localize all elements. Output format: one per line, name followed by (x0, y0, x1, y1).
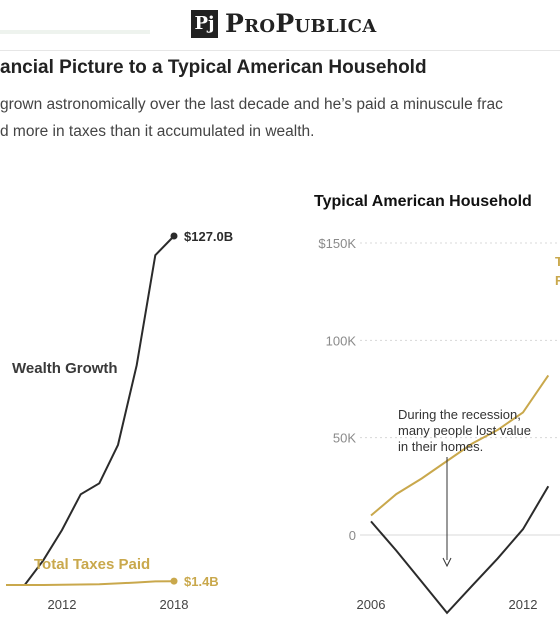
dek-line-1: grown astronomically over the last decad… (0, 96, 503, 113)
total-taxes-line (6, 580, 175, 586)
wealth-end-point (170, 232, 178, 240)
panel-title: Typical American Household (314, 193, 532, 210)
x-tick-label: 2012 (48, 597, 77, 612)
household-wealth-line (370, 485, 550, 615)
logo-mark-icon: Pj (191, 9, 218, 38)
wealth-growth-line (6, 235, 175, 586)
household-taxes-line (370, 374, 550, 517)
recession-annotation-line: in their homes. (398, 439, 483, 454)
y-tick-label: $150K (318, 236, 356, 251)
wealth-end-label: $127.0B (184, 229, 233, 244)
taxes-end-point (170, 577, 178, 585)
typical-household-chart: Typical American Household $150K 100K 50K 0 D… (314, 193, 560, 615)
page-dek: grown astronomically over the last decad… (0, 91, 560, 145)
header-accent-bar (0, 30, 150, 34)
partial-series-label: F (555, 273, 560, 288)
x-tick-label: 2018 (160, 597, 189, 612)
y-tick-label: 0 (349, 528, 356, 543)
propublica-logo[interactable]: Pj ProPublica (191, 9, 377, 38)
taxes-end-label: $1.4B (184, 574, 219, 589)
taxes-series-label: Total Taxes Paid (34, 556, 150, 573)
site-header: Pj ProPublica (0, 0, 560, 51)
page-headline: ancial Picture to a Typical American Hou… (0, 57, 427, 78)
x-tick-label: 2012 (509, 597, 538, 612)
wealth-growth-series-label: Wealth Growth (12, 360, 118, 377)
x-tick-label: 2006 (357, 597, 386, 612)
annotation-arrow-head (442, 557, 452, 568)
wealth-vs-taxes-chart: $127.0B $1.4B Wealth Growth Total Taxes Pai… (6, 229, 233, 612)
y-tick-label: 50K (333, 431, 356, 446)
dek-line-2: d more in taxes than it accumulated in w… (0, 123, 315, 140)
y-tick-label: 100K (326, 333, 357, 348)
recession-annotation-line: During the recession, (398, 407, 521, 422)
logo-wordmark: ProPublica (225, 9, 377, 38)
recession-annotation-line: many people lost value (398, 423, 531, 438)
partial-series-label: T (555, 254, 560, 269)
